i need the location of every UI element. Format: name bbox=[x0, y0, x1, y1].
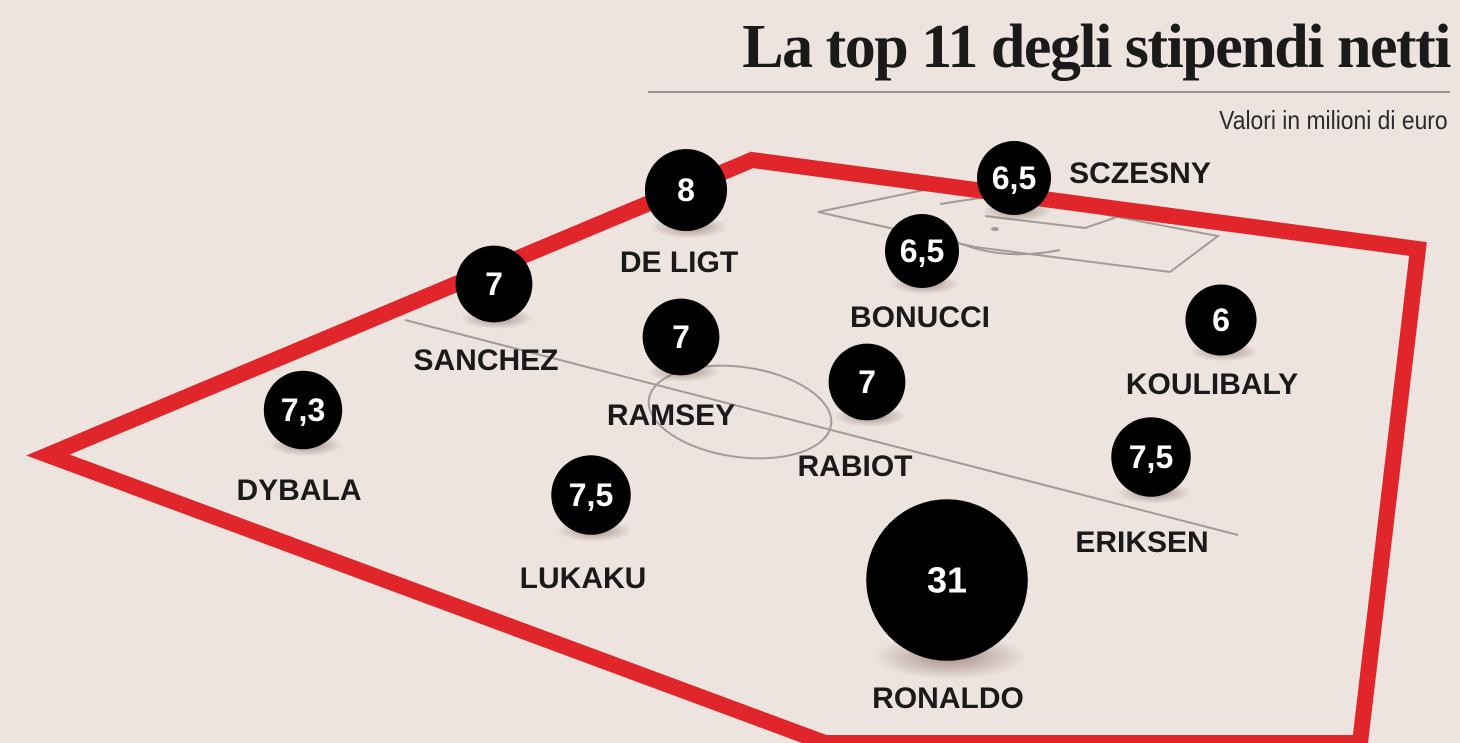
penalty-arc bbox=[951, 239, 1061, 256]
player-name-ramsey: RAMSEY bbox=[607, 399, 735, 432]
value-label-dybala: 7,3 bbox=[281, 392, 325, 428]
value-label-sczesny: 6,5 bbox=[992, 160, 1036, 196]
bubble-rabiot bbox=[828, 343, 906, 421]
bubble-eriksen bbox=[1111, 417, 1191, 497]
player-name-sczesny: SCZESNY bbox=[1069, 157, 1211, 190]
penalty-spot bbox=[991, 227, 999, 231]
player-name-koulibaly: KOULIBALY bbox=[1126, 368, 1298, 401]
value-label-rabiot: 7 bbox=[858, 364, 876, 400]
bubble-ramsey bbox=[642, 298, 720, 376]
player-name-eriksen: ERIKSEN bbox=[1075, 526, 1208, 559]
bubble-sanchez bbox=[455, 245, 533, 323]
bubble-ronaldo bbox=[866, 499, 1028, 661]
field-border bbox=[26, 151, 1427, 743]
chart-title: La top 11 degli stipendi netti bbox=[742, 13, 1451, 81]
player-name-sanchez: SANCHEZ bbox=[413, 344, 558, 377]
bubble-koulibaly bbox=[1185, 284, 1257, 356]
value-label-lukaku: 7,5 bbox=[569, 477, 613, 513]
player-name-dybala: DYBALA bbox=[237, 474, 362, 507]
bubble-dybala bbox=[263, 370, 343, 450]
value-label-ronaldo: 31 bbox=[927, 560, 967, 601]
halfway-line bbox=[404, 319, 1239, 536]
value-label-eriksen: 7,5 bbox=[1129, 439, 1173, 475]
players-layer: 6,5 SCZESNY 8 DE LIGT 6,5 BONUCCI 7 SANCHEZ 7 RAM… bbox=[237, 141, 1298, 715]
chart-subtitle: Valori in milioni di euro bbox=[1219, 105, 1448, 135]
player-name-bonucci: BONUCCI bbox=[850, 301, 990, 334]
player-name-lukaku: LUKAKU bbox=[520, 562, 647, 595]
player-name-rabiot: RABIOT bbox=[798, 450, 913, 483]
value-label-de-ligt: 8 bbox=[677, 172, 695, 208]
bubble-lukaku bbox=[551, 455, 631, 535]
bubble-bonucci bbox=[885, 214, 959, 288]
value-label-ramsey: 7 bbox=[672, 319, 690, 355]
value-label-bonucci: 6,5 bbox=[900, 233, 944, 269]
centre-circle bbox=[647, 364, 833, 460]
bubble-sczesny bbox=[977, 141, 1051, 215]
title-divider bbox=[648, 91, 1450, 93]
player-name-ronaldo: RONALDO bbox=[872, 682, 1024, 715]
bubble-de-ligt bbox=[644, 148, 728, 232]
value-label-koulibaly: 6 bbox=[1212, 302, 1230, 338]
value-label-sanchez: 7 bbox=[485, 266, 503, 302]
player-name-de-ligt: DE LIGT bbox=[620, 246, 738, 279]
